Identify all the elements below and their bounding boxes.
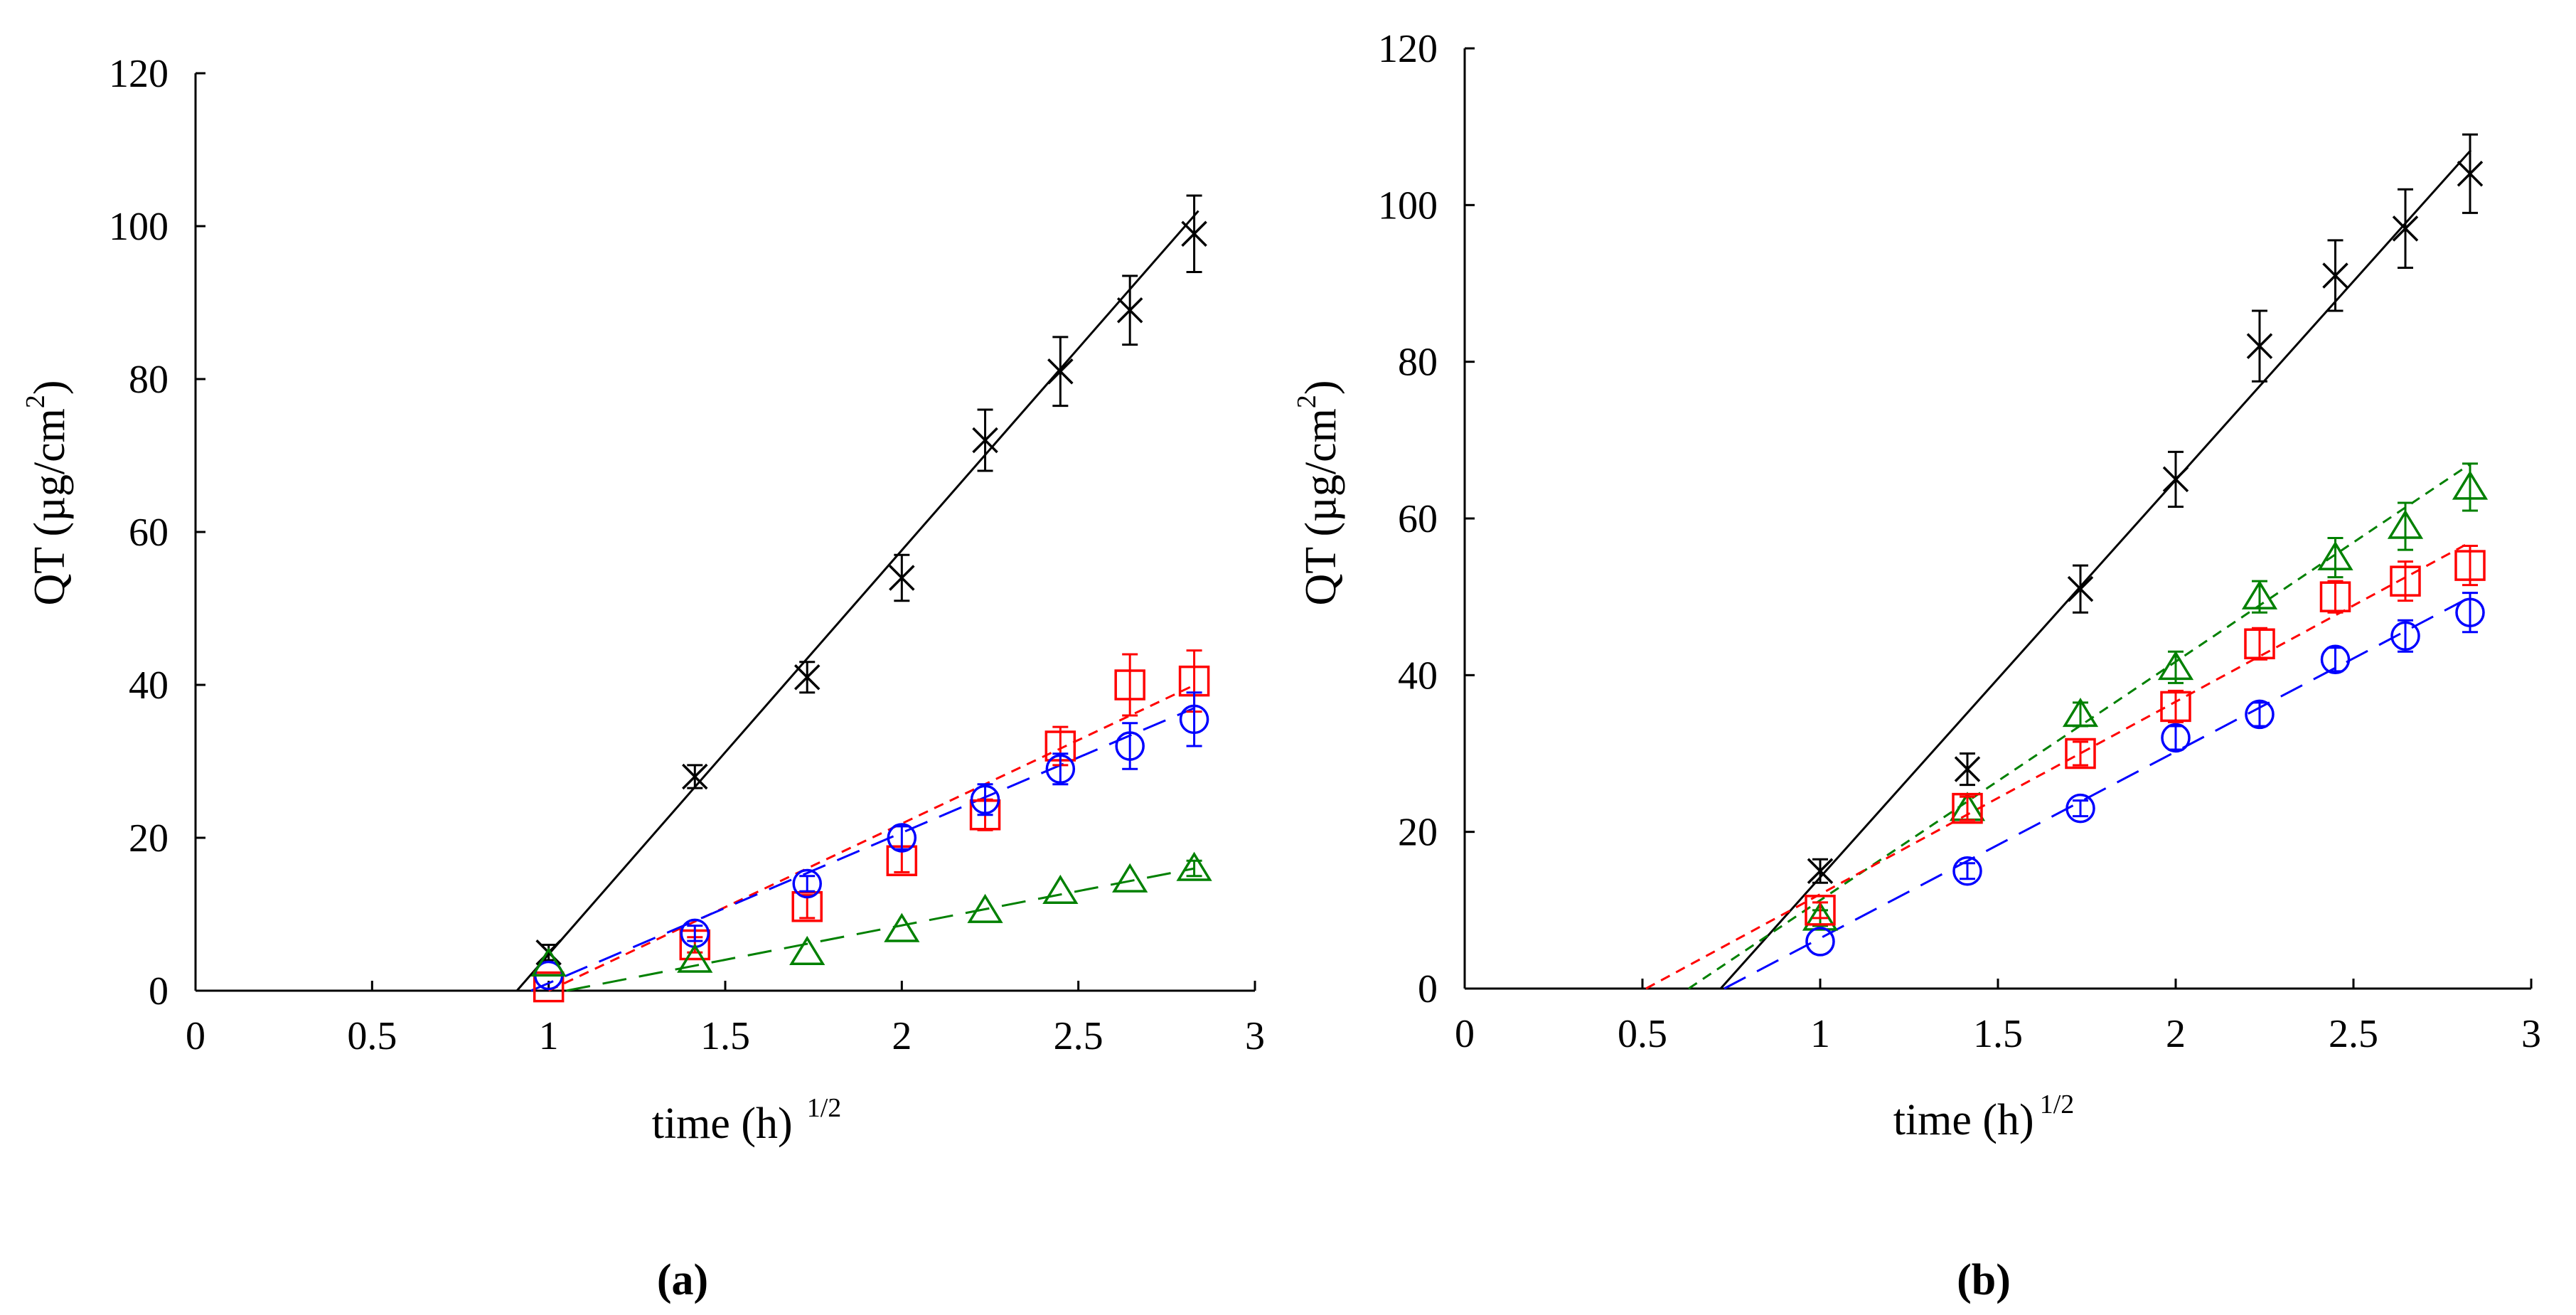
- fit-line-green: [566, 867, 1195, 992]
- data-point-blue: [2390, 621, 2420, 651]
- data-point-blue: [1952, 856, 1982, 886]
- x-tick-label: 0: [1455, 1012, 1475, 1056]
- fit-line-red: [548, 683, 1196, 992]
- data-point-blue: [1805, 927, 1835, 957]
- data-point-black: [682, 763, 708, 790]
- y-tick-label: 80: [1398, 341, 1438, 385]
- y-tick-label: 120: [1378, 27, 1438, 71]
- y-axis-title: QT (µg/cm2): [21, 380, 74, 605]
- x-tick-label: 0.5: [347, 1014, 397, 1058]
- data-point-red: [2390, 565, 2421, 597]
- data-point-blue: [970, 784, 1000, 814]
- data-point-black: [2392, 215, 2419, 242]
- data-point-black: [972, 427, 998, 454]
- x-tick-label: 2: [892, 1014, 912, 1058]
- x-tick-label: 0.5: [1618, 1012, 1667, 1056]
- panel-label: (b): [1957, 1256, 2011, 1304]
- y-tick-label: 0: [149, 969, 169, 1013]
- y-tick-label: 40: [129, 664, 169, 708]
- fit-line-black: [515, 210, 1199, 991]
- fit-line-red: [1645, 541, 2471, 990]
- data-point-black: [2067, 575, 2094, 602]
- data-point-blue: [1179, 704, 1209, 735]
- data-point-green: [1042, 874, 1079, 904]
- data-point-blue: [2161, 723, 2191, 753]
- data-point-green: [1112, 863, 1148, 893]
- x-tick-label: 1: [539, 1014, 559, 1058]
- data-point-black: [793, 664, 821, 691]
- data-point-red: [2244, 628, 2275, 660]
- data-point-red: [2454, 550, 2486, 581]
- x-tick-label: 1.5: [1973, 1012, 2023, 1056]
- data-point-blue: [1045, 754, 1076, 784]
- data-point-black: [1047, 358, 1074, 385]
- data-point-black: [2246, 333, 2273, 359]
- y-tick-label: 100: [1378, 183, 1438, 228]
- data-point-red: [533, 971, 565, 1003]
- y-tick-label: 20: [129, 816, 169, 861]
- data-point-green: [2452, 470, 2489, 500]
- x-axis-title: time (h) 1/2: [652, 1093, 842, 1148]
- data-point-green: [2157, 650, 2194, 681]
- y-tick-label: 120: [109, 52, 169, 96]
- panel-a: 0 0.5 1 1.5 2 2.5 3 0 20 40 60 80 100 120 time (h) 1/2…: [21, 52, 1265, 1304]
- data-point-blue: [2320, 644, 2351, 675]
- data-point-green: [2317, 541, 2353, 570]
- data-point-blue: [887, 823, 917, 853]
- y-tick-label: 100: [109, 205, 169, 249]
- fit-line-blue: [530, 706, 1196, 992]
- data-point-blue: [2245, 699, 2275, 730]
- data-point-black: [2322, 262, 2348, 289]
- panel-label: (a): [657, 1256, 708, 1304]
- data-point-green: [2387, 509, 2424, 539]
- x-tick-label: 2.5: [1054, 1014, 1103, 1058]
- y-tick-label: 80: [129, 358, 169, 402]
- x-axis-title: time (h) 1/2: [1893, 1090, 2075, 1144]
- data-point-red: [2319, 581, 2351, 612]
- x-tick-label: 2.5: [2329, 1012, 2378, 1056]
- data-point-green: [967, 893, 1003, 923]
- data-point-green: [1176, 851, 1212, 881]
- y-tick-label: 0: [1418, 967, 1438, 1011]
- data-point-green: [789, 935, 825, 965]
- fit-line-black: [1719, 149, 2472, 990]
- y-tick-label: 60: [129, 511, 169, 555]
- x-tick-label: 3: [2521, 1012, 2541, 1056]
- data-point-green: [884, 912, 920, 942]
- x-tick-label: 1: [1810, 1012, 1830, 1056]
- data-point-green: [2062, 698, 2099, 728]
- data-point-blue: [792, 868, 822, 899]
- x-tick-label: 1.5: [700, 1014, 750, 1058]
- data-point-green: [1802, 901, 1839, 931]
- fit-line-blue: [1723, 595, 2471, 990]
- data-point-green: [530, 947, 567, 977]
- fit-line-green: [1688, 462, 2471, 990]
- data-point-red: [1952, 792, 1983, 824]
- data-point-red: [2160, 691, 2191, 723]
- data-point-green: [2241, 580, 2278, 609]
- data-point-blue: [1115, 731, 1145, 761]
- panel-b: 0 0.5 1 1.5 2 2.5 3 0 20 40 60 80 100 120 time (h) 1/2…: [1292, 27, 2541, 1304]
- data-point-black: [1116, 297, 1143, 324]
- data-point-black: [1181, 220, 1207, 247]
- data-point-red: [2065, 738, 2096, 770]
- data-point-black: [889, 565, 915, 591]
- data-point-black: [2162, 466, 2189, 493]
- data-point-black: [2457, 161, 2484, 187]
- data-point-green: [677, 943, 713, 973]
- data-point-red: [1114, 669, 1145, 701]
- data-point-blue: [2455, 597, 2485, 627]
- x-tick-label: 2: [2166, 1012, 2186, 1056]
- x-tick-label: 0: [186, 1014, 205, 1058]
- data-point-black: [1954, 756, 1981, 782]
- data-point-blue: [2065, 793, 2095, 824]
- data-point-red: [1805, 895, 1836, 926]
- y-tick-label: 20: [1398, 811, 1438, 855]
- data-point-black: [1807, 858, 1834, 884]
- x-tick-label: 3: [1245, 1014, 1265, 1058]
- y-tick-label: 60: [1398, 497, 1438, 541]
- y-axis-title: QT (µg/cm2): [1292, 380, 1345, 605]
- y-tick-label: 40: [1398, 654, 1438, 698]
